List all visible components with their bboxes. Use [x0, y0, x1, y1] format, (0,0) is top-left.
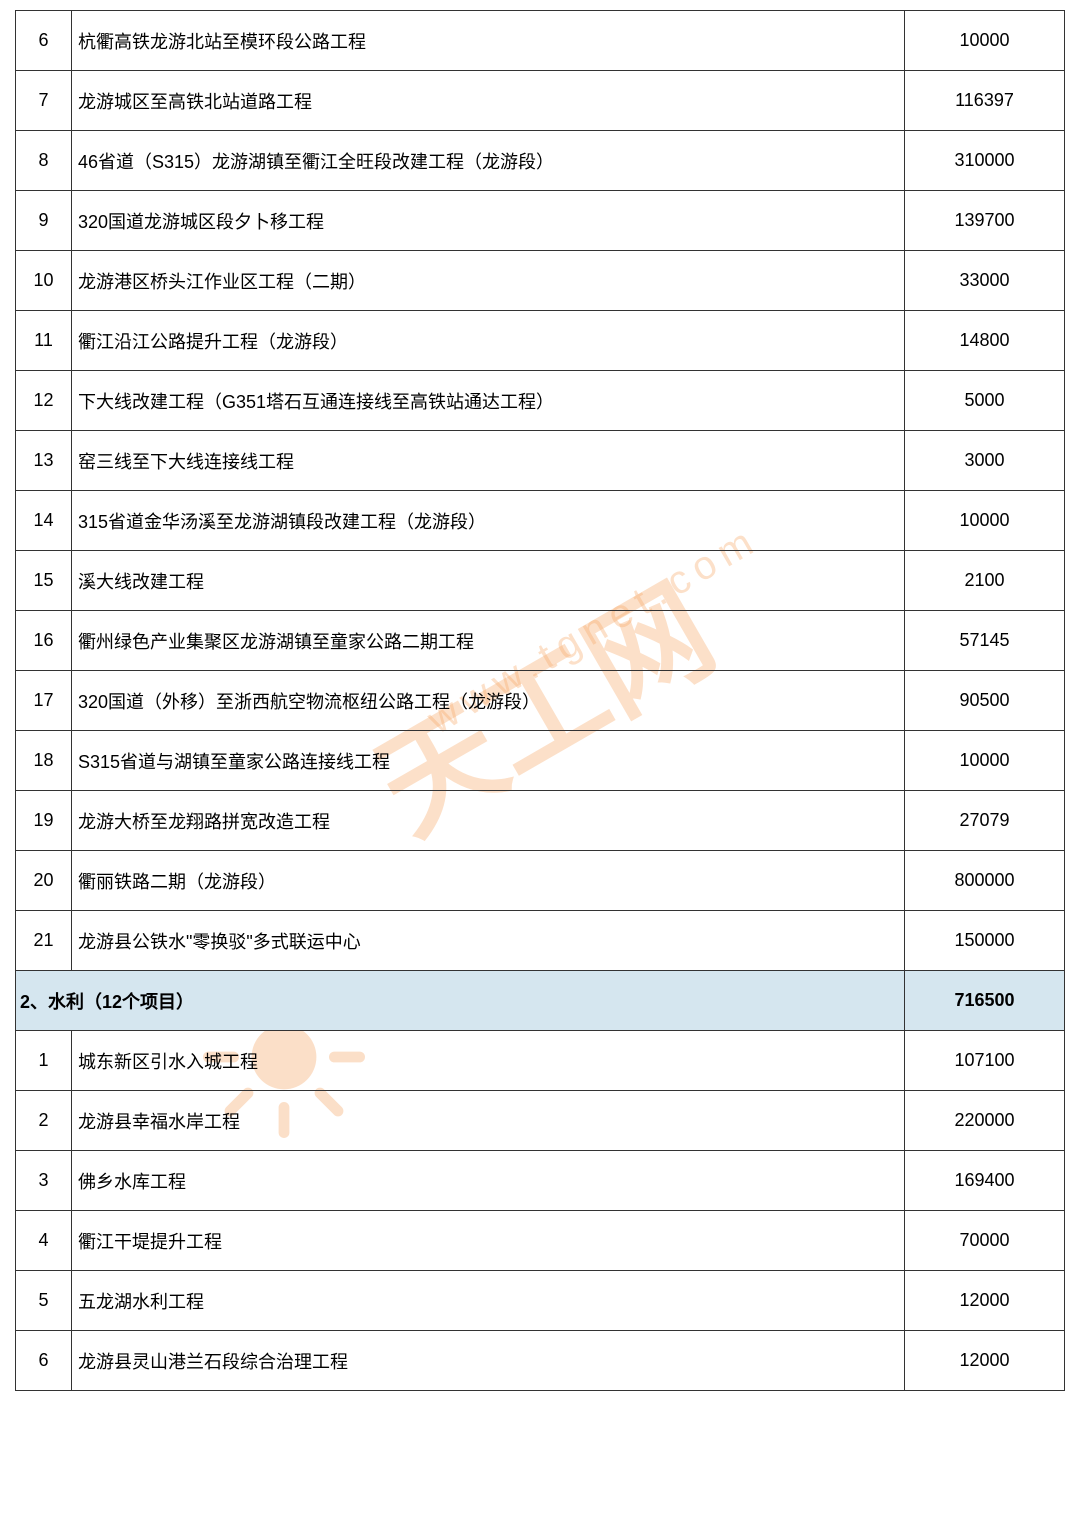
row-number: 5 — [16, 1271, 72, 1331]
project-value: 3000 — [905, 431, 1065, 491]
table-row: 2、水利（12个项目）716500 — [16, 971, 1065, 1031]
project-name: 衢江干堤提升工程 — [72, 1211, 905, 1271]
row-number: 13 — [16, 431, 72, 491]
project-value: 57145 — [905, 611, 1065, 671]
table-row: 1城东新区引水入城工程107100 — [16, 1031, 1065, 1091]
table-row: 3佛乡水库工程169400 — [16, 1151, 1065, 1211]
project-name: 龙游县公铁水"零换驳"多式联运中心 — [72, 911, 905, 971]
row-number: 3 — [16, 1151, 72, 1211]
project-name: 320国道龙游城区段夕卜移工程 — [72, 191, 905, 251]
table-row: 15溪大线改建工程2100 — [16, 551, 1065, 611]
row-number: 17 — [16, 671, 72, 731]
table-row: 11衢江沿江公路提升工程（龙游段）14800 — [16, 311, 1065, 371]
project-name: 佛乡水库工程 — [72, 1151, 905, 1211]
row-number: 11 — [16, 311, 72, 371]
row-number: 16 — [16, 611, 72, 671]
project-value: 14800 — [905, 311, 1065, 371]
project-name: 杭衢高铁龙游北站至模环段公路工程 — [72, 11, 905, 71]
project-value: 70000 — [905, 1211, 1065, 1271]
projects-table: 6杭衢高铁龙游北站至模环段公路工程100007龙游城区至高铁北站道路工程1163… — [15, 10, 1065, 1391]
project-value: 800000 — [905, 851, 1065, 911]
table-row: 14315省道金华汤溪至龙游湖镇段改建工程（龙游段）10000 — [16, 491, 1065, 551]
table-row: 5五龙湖水利工程12000 — [16, 1271, 1065, 1331]
table-row: 4衢江干堤提升工程70000 — [16, 1211, 1065, 1271]
table-row: 6杭衢高铁龙游北站至模环段公路工程10000 — [16, 11, 1065, 71]
table-row: 20衢丽铁路二期（龙游段）800000 — [16, 851, 1065, 911]
project-name: 衢江沿江公路提升工程（龙游段） — [72, 311, 905, 371]
project-name: 窑三线至下大线连接线工程 — [72, 431, 905, 491]
project-value: 150000 — [905, 911, 1065, 971]
project-name: 五龙湖水利工程 — [72, 1271, 905, 1331]
row-number: 6 — [16, 11, 72, 71]
project-name: S315省道与湖镇至童家公路连接线工程 — [72, 731, 905, 791]
project-name: 龙游港区桥头江作业区工程（二期） — [72, 251, 905, 311]
project-value: 169400 — [905, 1151, 1065, 1211]
table-row: 12下大线改建工程（G351塔石互通连接线至高铁站通达工程）5000 — [16, 371, 1065, 431]
project-name: 衢丽铁路二期（龙游段） — [72, 851, 905, 911]
row-number: 6 — [16, 1331, 72, 1391]
project-value: 10000 — [905, 491, 1065, 551]
table-row: 21龙游县公铁水"零换驳"多式联运中心150000 — [16, 911, 1065, 971]
project-value: 12000 — [905, 1271, 1065, 1331]
project-name: 315省道金华汤溪至龙游湖镇段改建工程（龙游段） — [72, 491, 905, 551]
row-number: 20 — [16, 851, 72, 911]
project-value: 139700 — [905, 191, 1065, 251]
table-row: 846省道（S315）龙游湖镇至衢江全旺段改建工程（龙游段）310000 — [16, 131, 1065, 191]
project-name: 龙游县幸福水岸工程 — [72, 1091, 905, 1151]
project-name: 城东新区引水入城工程 — [72, 1031, 905, 1091]
project-value: 10000 — [905, 11, 1065, 71]
project-value: 310000 — [905, 131, 1065, 191]
project-value: 220000 — [905, 1091, 1065, 1151]
project-name: 衢州绿色产业集聚区龙游湖镇至童家公路二期工程 — [72, 611, 905, 671]
project-name: 下大线改建工程（G351塔石互通连接线至高铁站通达工程） — [72, 371, 905, 431]
row-number: 7 — [16, 71, 72, 131]
table-row: 9320国道龙游城区段夕卜移工程139700 — [16, 191, 1065, 251]
table-row: 6龙游县灵山港兰石段综合治理工程12000 — [16, 1331, 1065, 1391]
row-number: 9 — [16, 191, 72, 251]
row-number: 2 — [16, 1091, 72, 1151]
row-number: 10 — [16, 251, 72, 311]
row-number: 14 — [16, 491, 72, 551]
project-name: 46省道（S315）龙游湖镇至衢江全旺段改建工程（龙游段） — [72, 131, 905, 191]
project-value: 116397 — [905, 71, 1065, 131]
row-number: 15 — [16, 551, 72, 611]
project-value: 12000 — [905, 1331, 1065, 1391]
table-row: 2龙游县幸福水岸工程220000 — [16, 1091, 1065, 1151]
table-row: 17320国道（外移）至浙西航空物流枢纽公路工程（龙游段）90500 — [16, 671, 1065, 731]
table-row: 7龙游城区至高铁北站道路工程116397 — [16, 71, 1065, 131]
row-number: 21 — [16, 911, 72, 971]
table-row: 13窑三线至下大线连接线工程3000 — [16, 431, 1065, 491]
row-number: 1 — [16, 1031, 72, 1091]
project-name: 龙游县灵山港兰石段综合治理工程 — [72, 1331, 905, 1391]
project-name: 龙游城区至高铁北站道路工程 — [72, 71, 905, 131]
project-name: 龙游大桥至龙翔路拼宽改造工程 — [72, 791, 905, 851]
table-row: 18S315省道与湖镇至童家公路连接线工程10000 — [16, 731, 1065, 791]
section-value: 716500 — [905, 971, 1065, 1031]
table-row: 16衢州绿色产业集聚区龙游湖镇至童家公路二期工程57145 — [16, 611, 1065, 671]
section-title: 2、水利（12个项目） — [16, 971, 905, 1031]
project-name: 溪大线改建工程 — [72, 551, 905, 611]
project-value: 27079 — [905, 791, 1065, 851]
table-row: 10龙游港区桥头江作业区工程（二期）33000 — [16, 251, 1065, 311]
row-number: 4 — [16, 1211, 72, 1271]
project-value: 10000 — [905, 731, 1065, 791]
row-number: 18 — [16, 731, 72, 791]
project-name: 320国道（外移）至浙西航空物流枢纽公路工程（龙游段） — [72, 671, 905, 731]
row-number: 19 — [16, 791, 72, 851]
project-value: 33000 — [905, 251, 1065, 311]
project-value: 5000 — [905, 371, 1065, 431]
project-value: 107100 — [905, 1031, 1065, 1091]
table-row: 19龙游大桥至龙翔路拼宽改造工程27079 — [16, 791, 1065, 851]
project-value: 2100 — [905, 551, 1065, 611]
project-value: 90500 — [905, 671, 1065, 731]
row-number: 12 — [16, 371, 72, 431]
row-number: 8 — [16, 131, 72, 191]
